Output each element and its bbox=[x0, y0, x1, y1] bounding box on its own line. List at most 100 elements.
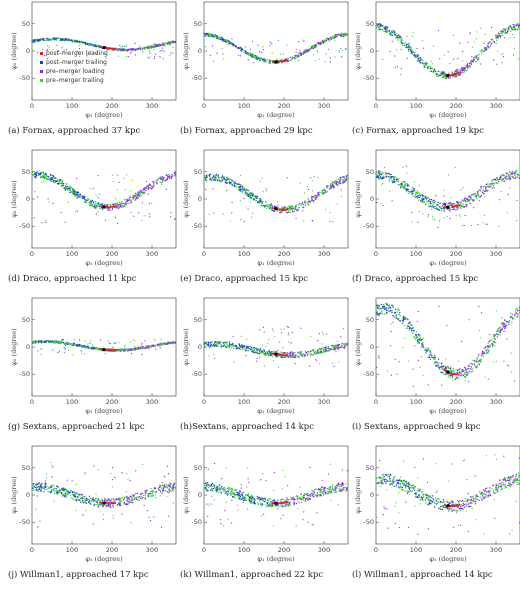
outlier-point bbox=[382, 58, 384, 61]
stream-point bbox=[145, 189, 147, 192]
stream-point bbox=[460, 201, 462, 203]
outlier-point bbox=[67, 201, 69, 203]
stream-point bbox=[223, 344, 225, 346]
stream-point bbox=[382, 25, 384, 27]
stream-point bbox=[304, 202, 307, 205]
stream-point bbox=[165, 342, 167, 344]
outlier-point bbox=[245, 46, 247, 48]
stream-point bbox=[469, 202, 471, 205]
stream-point bbox=[72, 188, 74, 190]
stream-point bbox=[424, 203, 427, 206]
stream-point bbox=[247, 194, 250, 196]
stream-point bbox=[310, 350, 312, 352]
stream-point bbox=[417, 57, 420, 59]
outlier-point bbox=[327, 48, 330, 50]
stream-point bbox=[225, 179, 228, 182]
stream-point bbox=[264, 61, 266, 63]
stream-point bbox=[128, 198, 130, 200]
stream-point bbox=[52, 175, 55, 177]
y-axis-label: φ₂ (degree) bbox=[354, 32, 362, 70]
stream-point bbox=[480, 196, 482, 198]
stream-point bbox=[240, 48, 243, 50]
stream-point bbox=[31, 171, 34, 173]
outlier-point bbox=[126, 199, 128, 201]
stream-point bbox=[376, 175, 378, 177]
stream-point bbox=[442, 77, 444, 79]
stream-point bbox=[315, 352, 317, 354]
stream-point bbox=[116, 49, 119, 51]
core-point bbox=[110, 206, 113, 208]
outlier-point bbox=[125, 48, 127, 50]
outlier-point bbox=[114, 342, 116, 344]
stream-point bbox=[470, 63, 472, 66]
outlier-point bbox=[316, 197, 318, 199]
stream-point bbox=[493, 41, 496, 44]
stream-point bbox=[340, 34, 342, 37]
stream-point bbox=[59, 340, 62, 343]
outlier-point bbox=[45, 221, 47, 223]
outlier-point bbox=[65, 348, 67, 350]
outlier-point bbox=[243, 197, 245, 199]
stream-point bbox=[50, 174, 52, 176]
outlier-point bbox=[223, 58, 225, 60]
outlier-point bbox=[316, 49, 318, 52]
stream-point bbox=[499, 177, 501, 179]
stream-point bbox=[100, 203, 103, 206]
stream-point bbox=[432, 201, 434, 204]
stream-point bbox=[297, 204, 300, 206]
outlier-point bbox=[205, 188, 207, 191]
stream-point bbox=[406, 43, 408, 45]
stream-point bbox=[397, 34, 399, 36]
stream-point bbox=[53, 182, 56, 184]
stream-point bbox=[490, 39, 493, 41]
outlier-point bbox=[161, 183, 163, 185]
stream-point bbox=[471, 59, 474, 61]
x-axis-label: φ₁ (degree) bbox=[429, 259, 467, 267]
stream-point bbox=[213, 176, 215, 178]
stream-point bbox=[147, 184, 149, 187]
outlier-point bbox=[133, 215, 135, 217]
stream-point bbox=[112, 203, 114, 206]
outlier-point bbox=[63, 49, 65, 51]
stream-point bbox=[482, 189, 484, 191]
stream-point bbox=[150, 185, 152, 187]
stream-point bbox=[232, 180, 235, 183]
stream-point bbox=[501, 34, 503, 36]
outlier-point bbox=[231, 38, 233, 40]
stream-point bbox=[414, 56, 416, 58]
stream-point bbox=[344, 32, 346, 35]
stream-point bbox=[341, 181, 344, 183]
stream-point bbox=[462, 203, 465, 205]
x-axis-label: φ₁ (degree) bbox=[85, 111, 123, 119]
stream-point bbox=[418, 60, 421, 62]
stream-point bbox=[326, 186, 328, 188]
stream-point bbox=[315, 196, 317, 199]
stream-point bbox=[508, 176, 510, 178]
stream-point bbox=[332, 348, 334, 351]
outlier-point bbox=[45, 219, 47, 221]
outlier-point bbox=[147, 347, 149, 349]
stream-point bbox=[50, 39, 53, 41]
plot-frame bbox=[31, 149, 177, 249]
stream-point bbox=[415, 192, 418, 195]
stream-point bbox=[339, 346, 341, 349]
outlier-point bbox=[411, 211, 413, 213]
stream-point bbox=[74, 191, 77, 193]
stream-point bbox=[508, 29, 510, 31]
stream-point bbox=[78, 194, 80, 196]
outlier-point bbox=[303, 204, 305, 206]
stream-point bbox=[263, 349, 265, 351]
stream-points bbox=[31, 170, 177, 224]
legend-swatch bbox=[40, 79, 43, 82]
x-tick-label: 100 bbox=[238, 250, 250, 258]
stream-point bbox=[380, 173, 382, 176]
x-tick-label: 100 bbox=[410, 250, 422, 258]
stream-point bbox=[324, 39, 326, 41]
stream-point bbox=[460, 205, 462, 207]
stream-point bbox=[246, 52, 248, 54]
stream-point bbox=[501, 174, 504, 176]
outlier-point bbox=[100, 339, 102, 341]
panel-8: -50 0 50 0 100 200 300 φ₂ (degree) φ₁ (degree) (h… bbox=[180, 296, 350, 443]
stream-point bbox=[484, 185, 486, 187]
outlier-point bbox=[464, 65, 466, 67]
